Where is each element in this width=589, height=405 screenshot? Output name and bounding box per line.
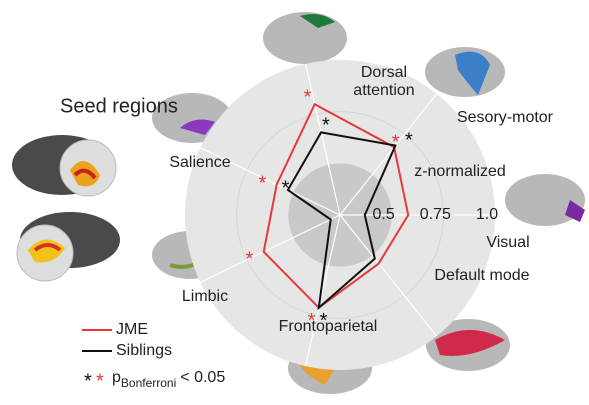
significance-star: *: [322, 115, 330, 137]
seed-blob: [70, 161, 100, 187]
axis-label: Limbic: [181, 288, 229, 305]
axis-label: Sesory-motor: [456, 109, 554, 126]
significance-label: pBonferroni < 0.05: [112, 369, 225, 390]
significance-star: *: [308, 310, 316, 332]
brain-blob: [435, 330, 505, 356]
legend: JME Siblings * * pBonferroni < 0.05: [82, 321, 225, 392]
spoke: [200, 214, 341, 283]
panel-title: Seed regions: [60, 95, 178, 117]
significance-star: *: [258, 172, 266, 194]
axis-label: Dorsal attention: [353, 64, 415, 99]
significance-star: *: [282, 178, 290, 200]
axis-label: Visual: [486, 234, 530, 251]
brain-blob: [180, 119, 215, 135]
significance-star: *: [320, 310, 328, 332]
significance-star: *: [245, 249, 253, 271]
brain-blob: [565, 200, 585, 222]
spoke: [339, 214, 438, 337]
significance-text: p: [112, 369, 121, 386]
significance-text: Bonferroni: [121, 376, 176, 390]
series-line: [262, 102, 410, 310]
radar-background: [185, 60, 495, 370]
significance-star: *: [392, 131, 400, 153]
r-tick-label: 1.0: [476, 206, 498, 223]
brain: [263, 12, 347, 64]
spoke: [304, 214, 341, 367]
significance-star: *: [304, 86, 312, 108]
axis-label: Salience: [169, 154, 231, 171]
legend-label: JME: [116, 321, 148, 338]
brain: [505, 174, 585, 226]
seed-blob: [33, 243, 62, 252]
spoke: [200, 147, 341, 216]
r-tick-label: 0.5: [373, 206, 395, 223]
significance-star: *: [405, 130, 413, 152]
legend-star: *: [96, 370, 104, 392]
significance-text: < 0.05: [180, 369, 225, 386]
spoke: [304, 63, 341, 216]
r-tick-label: 0.75: [420, 206, 451, 223]
axis-label: Default mode: [434, 267, 530, 284]
brain-blob: [300, 14, 335, 28]
spoke: [339, 93, 438, 216]
legend-star: *: [84, 370, 92, 392]
brain-blob: [455, 51, 490, 95]
seed-blob: [73, 168, 97, 180]
legend-label: Siblings: [116, 342, 172, 359]
r-axis-label: z-normalized: [414, 163, 506, 180]
axis-label: Frontoparietal: [278, 318, 378, 335]
series-line: [286, 131, 397, 311]
